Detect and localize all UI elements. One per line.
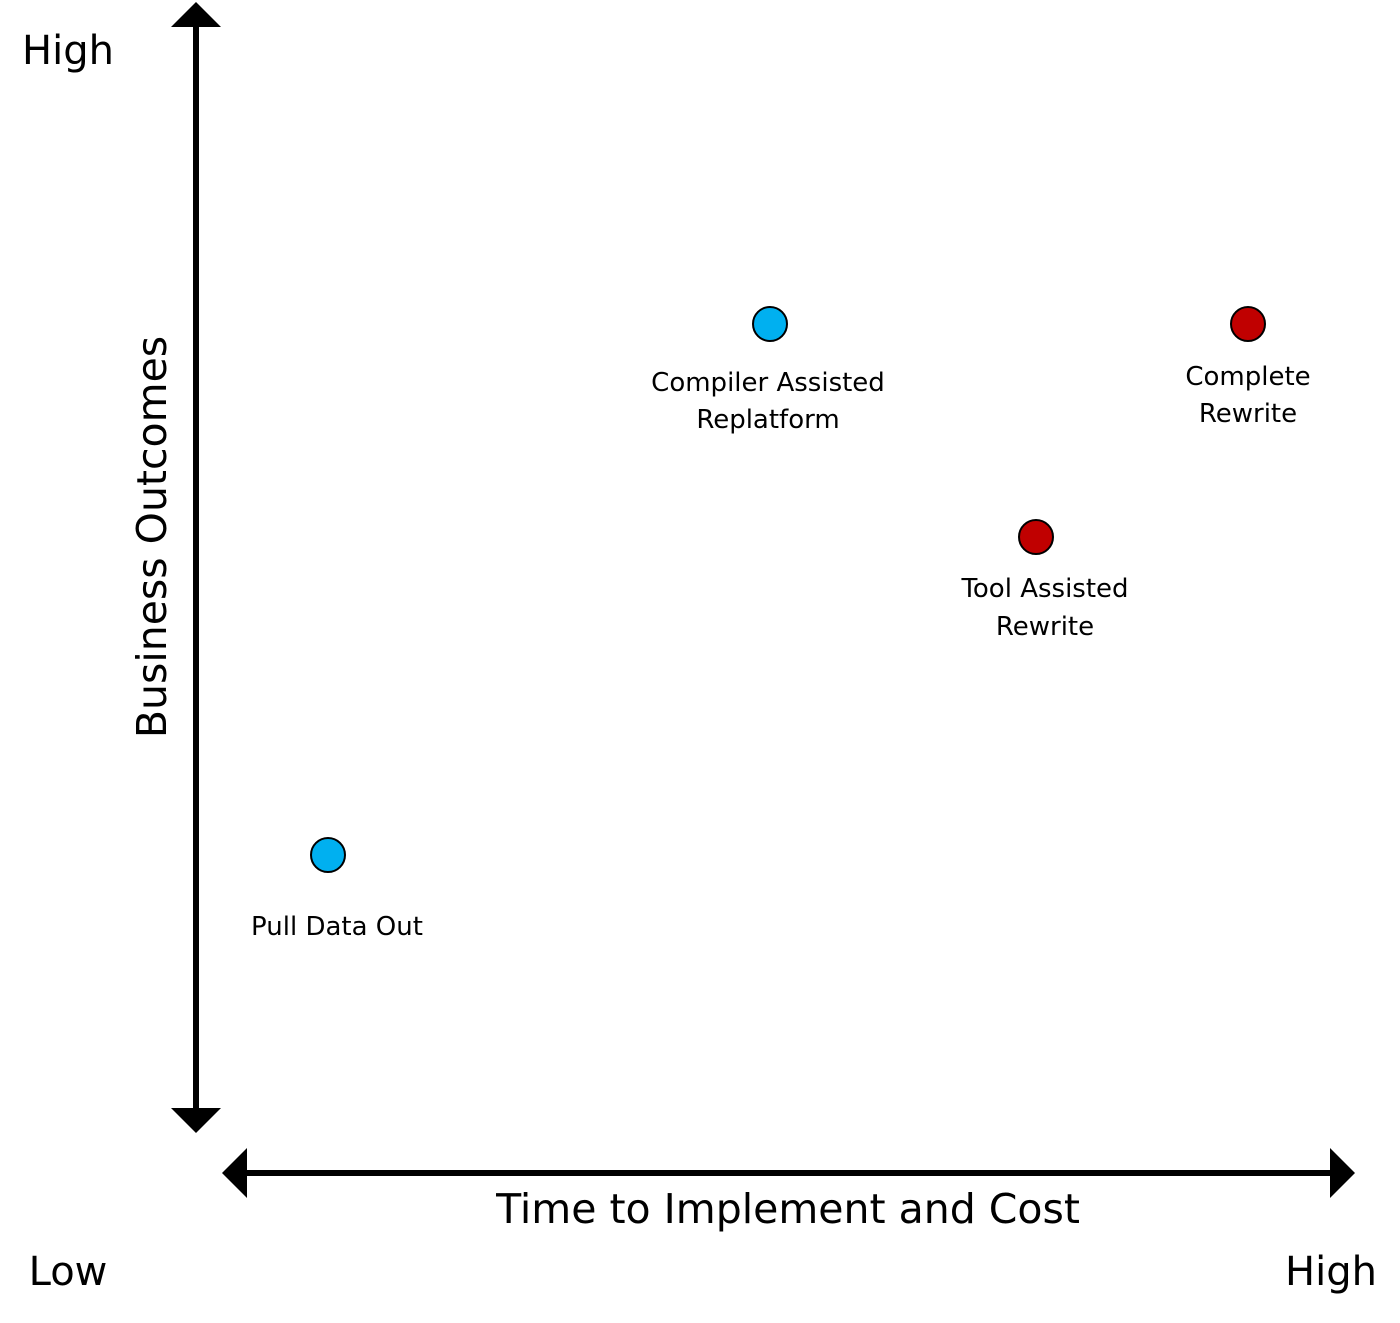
point-marker (752, 306, 788, 342)
y-axis (171, 2, 221, 1133)
point-pull-data-out: Pull Data Out (251, 837, 423, 942)
point-label-line-2: Replatform (696, 405, 839, 435)
point-label-line-2: Rewrite (1199, 399, 1297, 429)
x-axis-left-arrow (222, 1148, 247, 1198)
y-axis-title: Business Outcomes (128, 336, 176, 738)
point-marker (310, 837, 346, 873)
point-label-line-1: Compiler Assisted (651, 368, 885, 398)
point-compiler-assisted-replatform: Compiler Assisted Replatform (651, 306, 885, 435)
point-tool-assisted-rewrite: Tool Assisted Rewrite (960, 519, 1129, 642)
x-axis-title: Time to Implement and Cost (495, 1185, 1080, 1233)
point-complete-rewrite: Complete Rewrite (1185, 306, 1311, 429)
point-marker (1230, 306, 1266, 342)
point-marker (1018, 519, 1054, 555)
y-axis-up-arrow (171, 2, 221, 27)
point-label-line-1: Complete (1185, 362, 1310, 392)
point-label: Pull Data Out (251, 912, 423, 942)
x-axis-low-label: Low (29, 1249, 108, 1295)
x-axis-right-arrow (1330, 1148, 1355, 1198)
point-label-line-1: Tool Assisted (960, 574, 1128, 604)
y-axis-down-arrow (171, 1108, 221, 1133)
x-axis-high-label: High (1285, 1249, 1377, 1295)
point-label-line-2: Rewrite (996, 612, 1094, 642)
y-axis-high-label: High (22, 28, 114, 74)
x-axis (222, 1148, 1355, 1198)
